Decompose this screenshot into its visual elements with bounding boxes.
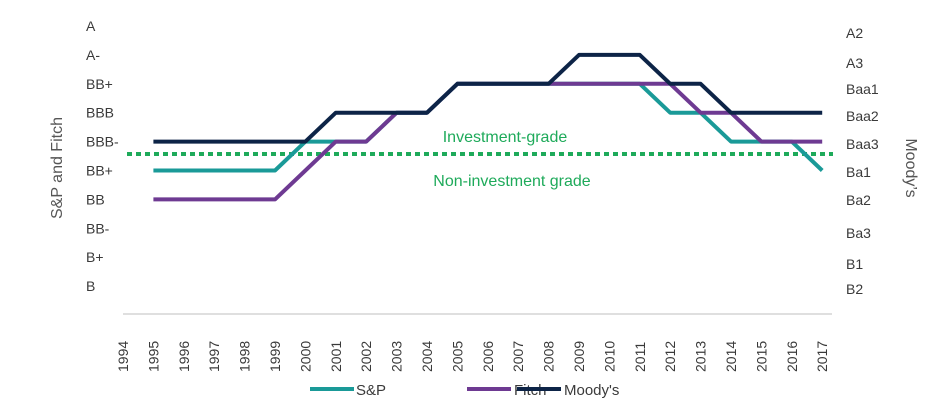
x-tick-label: 2010 xyxy=(601,341,617,372)
right-tick-label: Ba1 xyxy=(846,164,871,180)
x-tick-label: 2014 xyxy=(723,341,739,372)
right-axis-title: Moody’s xyxy=(902,138,919,197)
x-tick-label: 1995 xyxy=(145,341,161,372)
left-tick-label: BB+ xyxy=(86,76,113,92)
right-tick-label: Baa2 xyxy=(846,108,879,124)
x-tick-label: 2001 xyxy=(328,341,344,372)
left-tick-label: BB xyxy=(86,191,105,207)
legend: S&PFitchMoody's xyxy=(310,382,619,399)
left-tick-label: BBB- xyxy=(86,134,119,150)
left-tick-label: B+ xyxy=(86,249,104,265)
x-tick-label: 2012 xyxy=(662,341,678,372)
left-tick-label: A xyxy=(86,18,96,34)
series-line-s-p xyxy=(153,81,824,173)
x-tick-label: 1996 xyxy=(176,341,192,372)
x-tick-label: 2011 xyxy=(632,342,648,372)
right-tick-label: A3 xyxy=(846,55,863,71)
x-tick-label: 2007 xyxy=(510,341,526,372)
right-tick-label: B1 xyxy=(846,256,863,272)
x-tick-label: 2016 xyxy=(784,341,800,372)
x-tick-label: 2009 xyxy=(571,341,587,372)
legend-label: Moody's xyxy=(564,382,619,399)
x-tick-label: 2013 xyxy=(693,341,709,372)
x-tick-label: 2008 xyxy=(541,341,557,372)
left-tick-label: BB+ xyxy=(86,163,113,179)
axes-group: 1994 1995 1996 1997 1998 1999 2000 2001 2002 2003… xyxy=(49,18,919,372)
x-tick-label: 2004 xyxy=(419,341,435,372)
left-axis-title: S&P and Fitch xyxy=(49,117,66,219)
right-tick-label: Ba2 xyxy=(846,192,871,208)
non-investment-grade-label: Non-investment grade xyxy=(433,173,591,190)
series-group xyxy=(153,52,824,202)
left-tick-label: BBB xyxy=(86,105,114,121)
left-tick-label: B xyxy=(86,278,95,294)
right-tick-label: B2 xyxy=(846,281,863,297)
x-tick-label: 2002 xyxy=(358,341,374,372)
series-line-moody-s xyxy=(153,52,823,144)
x-tick-label: 2017 xyxy=(814,341,830,372)
threshold-group: Investment-grade Non-investment grade xyxy=(127,129,833,190)
x-tick-label: 2005 xyxy=(449,341,465,372)
left-tick-label: A- xyxy=(86,47,100,63)
x-tick-label: 1999 xyxy=(267,341,283,372)
legend-label: S&P xyxy=(356,382,386,399)
investment-grade-label: Investment-grade xyxy=(443,129,568,146)
right-tick-label: A2 xyxy=(846,25,863,41)
x-tick-label: 1997 xyxy=(206,341,222,372)
x-tick-label: 2000 xyxy=(297,341,313,372)
right-tick-label: Baa3 xyxy=(846,136,879,152)
x-tick-label: 1994 xyxy=(115,341,131,372)
left-tick-label: BB- xyxy=(86,220,110,236)
x-tick-label: 2003 xyxy=(389,341,405,372)
right-tick-label: Ba3 xyxy=(846,225,871,241)
x-tick-label: 2015 xyxy=(753,341,769,372)
x-tick-label: 1998 xyxy=(237,341,253,372)
right-tick-label: Baa1 xyxy=(846,81,879,97)
x-tick-label: 2006 xyxy=(480,341,496,372)
